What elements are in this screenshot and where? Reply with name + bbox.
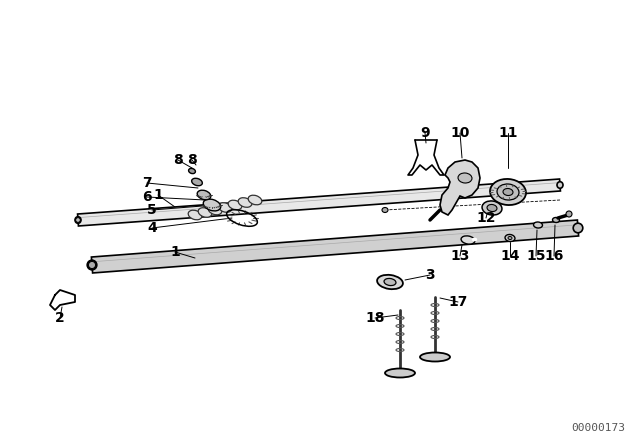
- Ellipse shape: [248, 195, 262, 205]
- Ellipse shape: [218, 202, 232, 212]
- Ellipse shape: [189, 168, 195, 174]
- Text: 13: 13: [451, 249, 470, 263]
- Text: 00000173: 00000173: [571, 423, 625, 433]
- Text: 3: 3: [425, 268, 435, 282]
- Ellipse shape: [198, 208, 212, 217]
- Text: 8: 8: [173, 153, 183, 167]
- Circle shape: [566, 211, 572, 217]
- Ellipse shape: [534, 222, 543, 228]
- Polygon shape: [92, 220, 579, 273]
- Text: 16: 16: [544, 249, 564, 263]
- Ellipse shape: [228, 200, 242, 210]
- Polygon shape: [440, 160, 480, 215]
- Ellipse shape: [87, 260, 97, 270]
- Text: 15: 15: [526, 249, 546, 263]
- Circle shape: [88, 261, 95, 269]
- Ellipse shape: [420, 353, 450, 362]
- Circle shape: [76, 218, 81, 222]
- Text: 17: 17: [448, 295, 468, 309]
- Text: 1: 1: [170, 245, 180, 259]
- Ellipse shape: [385, 369, 415, 378]
- Polygon shape: [77, 179, 561, 226]
- Ellipse shape: [487, 204, 497, 211]
- Text: 1: 1: [153, 188, 163, 202]
- Ellipse shape: [75, 217, 81, 223]
- Ellipse shape: [204, 199, 221, 211]
- Ellipse shape: [508, 237, 512, 240]
- Ellipse shape: [384, 279, 396, 285]
- Text: 18: 18: [365, 311, 385, 325]
- Text: 9: 9: [420, 126, 430, 140]
- Text: 4: 4: [147, 221, 157, 235]
- Ellipse shape: [458, 173, 472, 183]
- Ellipse shape: [557, 182, 563, 188]
- Text: 14: 14: [500, 249, 520, 263]
- Text: 6: 6: [142, 190, 152, 204]
- Text: 8: 8: [187, 153, 197, 167]
- Text: 12: 12: [476, 211, 496, 225]
- Ellipse shape: [505, 234, 515, 241]
- Ellipse shape: [382, 207, 388, 212]
- Ellipse shape: [552, 217, 559, 223]
- Ellipse shape: [490, 179, 526, 205]
- Ellipse shape: [238, 198, 252, 207]
- Ellipse shape: [482, 201, 502, 215]
- Ellipse shape: [503, 189, 513, 195]
- Ellipse shape: [88, 261, 96, 269]
- Text: 10: 10: [451, 126, 470, 140]
- Text: 2: 2: [55, 311, 65, 325]
- Text: 5: 5: [147, 203, 157, 217]
- Ellipse shape: [377, 275, 403, 289]
- Ellipse shape: [188, 210, 202, 220]
- Ellipse shape: [461, 236, 475, 244]
- Ellipse shape: [573, 223, 583, 233]
- Ellipse shape: [497, 184, 519, 200]
- Ellipse shape: [208, 205, 222, 215]
- Text: 11: 11: [499, 126, 518, 140]
- Ellipse shape: [197, 190, 211, 200]
- Ellipse shape: [191, 178, 202, 186]
- Text: 7: 7: [142, 176, 152, 190]
